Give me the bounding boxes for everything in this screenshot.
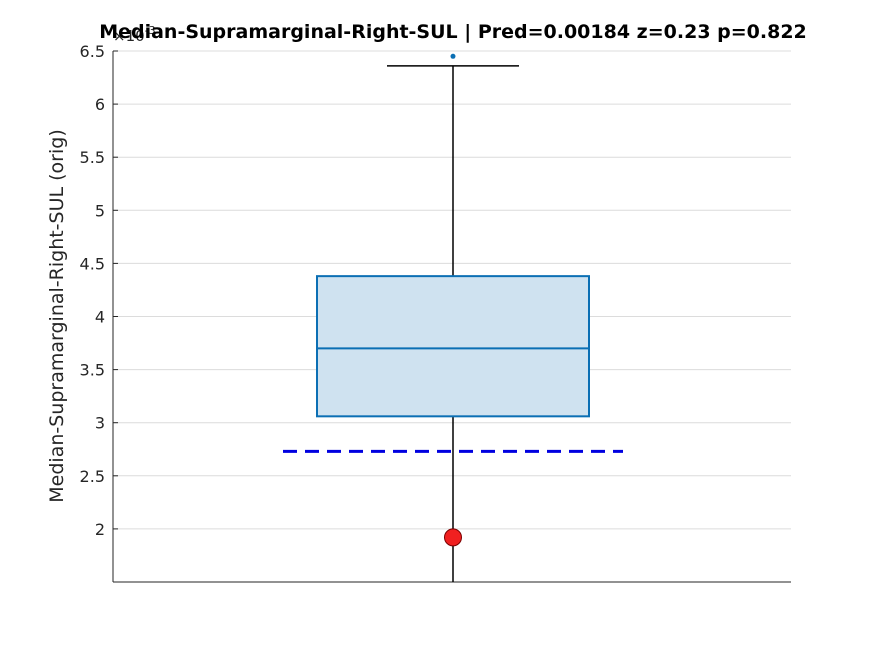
chart-title: Median-Supramarginal-Right-SUL | Pred=0.…: [99, 21, 807, 43]
exponent-power: -3: [145, 24, 156, 37]
y-tick-label: 6.5: [80, 42, 105, 61]
grid-lines: [113, 50, 791, 530]
y-tick-label: 5: [95, 201, 105, 220]
y-tick-label: 5.5: [80, 148, 105, 167]
y-tick-label: 6: [95, 95, 105, 114]
y-axis-exponent: ×10-3: [113, 24, 156, 45]
y-tick-label: 4: [95, 308, 105, 327]
y-tick-label: 2.5: [80, 467, 105, 486]
axes: [112, 50, 791, 583]
y-tick-label: 2: [95, 520, 105, 539]
y-tick-label: 4.5: [80, 254, 105, 273]
interquartile-box: [316, 275, 590, 418]
exponent-base: ×10: [113, 27, 145, 45]
y-tick-label: 3.5: [80, 361, 105, 380]
outlier-point: [450, 53, 456, 59]
prediction-marker: [444, 528, 462, 547]
y-tick-label: 3: [95, 414, 105, 433]
y-axis-label: Median-Supramarginal-Right-SUL (orig): [46, 129, 68, 502]
box-plot-marks: [283, 53, 623, 582]
y-tick-labels: 2 2.5 3 3.5 4 4.5 5 5.5 6 6.5: [80, 42, 105, 539]
